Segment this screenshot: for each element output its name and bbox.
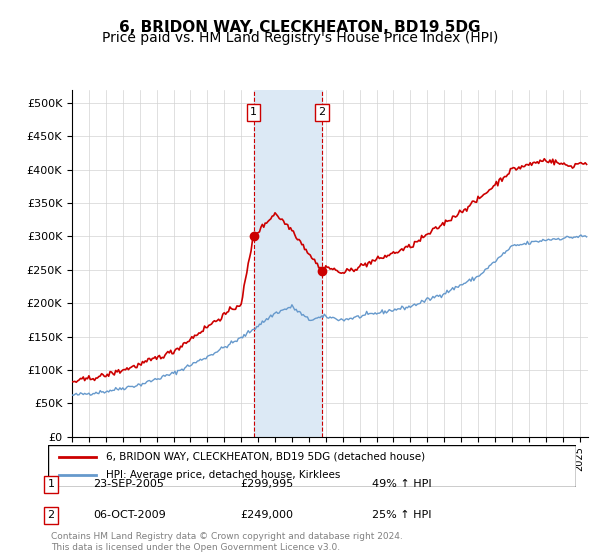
- Text: 1: 1: [250, 107, 257, 117]
- Text: Price paid vs. HM Land Registry's House Price Index (HPI): Price paid vs. HM Land Registry's House …: [102, 31, 498, 45]
- Text: £299,995: £299,995: [240, 479, 293, 489]
- Text: 23-SEP-2005: 23-SEP-2005: [93, 479, 164, 489]
- Text: 25% ↑ HPI: 25% ↑ HPI: [372, 510, 431, 520]
- Text: 2: 2: [47, 510, 55, 520]
- Text: £249,000: £249,000: [240, 510, 293, 520]
- Text: 06-OCT-2009: 06-OCT-2009: [93, 510, 166, 520]
- Text: HPI: Average price, detached house, Kirklees: HPI: Average price, detached house, Kirk…: [106, 470, 340, 480]
- Text: 2: 2: [319, 107, 325, 117]
- Text: 6, BRIDON WAY, CLECKHEATON, BD19 5DG (detached house): 6, BRIDON WAY, CLECKHEATON, BD19 5DG (de…: [106, 452, 425, 462]
- FancyBboxPatch shape: [48, 445, 576, 487]
- Text: 6, BRIDON WAY, CLECKHEATON, BD19 5DG: 6, BRIDON WAY, CLECKHEATON, BD19 5DG: [119, 20, 481, 35]
- Text: 49% ↑ HPI: 49% ↑ HPI: [372, 479, 431, 489]
- Text: 1: 1: [47, 479, 55, 489]
- Text: Contains HM Land Registry data © Crown copyright and database right 2024.
This d: Contains HM Land Registry data © Crown c…: [51, 532, 403, 552]
